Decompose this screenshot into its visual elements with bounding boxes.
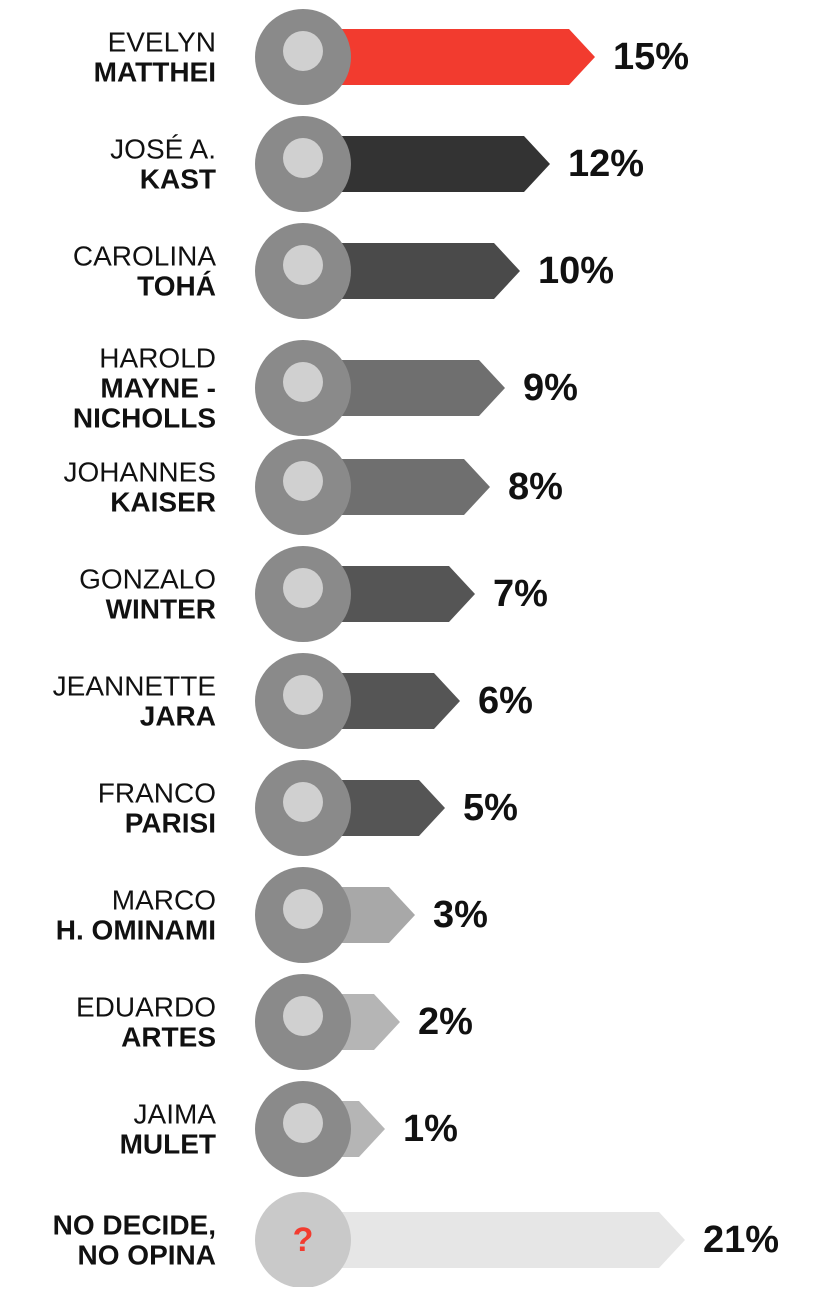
- first-name: JAIMA: [134, 1098, 217, 1129]
- photo-face: [283, 996, 323, 1036]
- value-label: 2%: [418, 1001, 473, 1043]
- first-name: GONZALO: [79, 563, 216, 594]
- last-name: PARISI: [125, 807, 216, 838]
- first-name: JEANNETTE: [53, 670, 216, 701]
- first-name: CAROLINA: [73, 240, 216, 271]
- last-name: MATTHEI: [94, 56, 216, 87]
- chart: 15% EVELYNMATTHEI 12% JOSÉ A.KAST 10% CAROLIN…: [0, 0, 816, 1287]
- value-label: 5%: [463, 787, 518, 829]
- photo-face: [283, 889, 323, 929]
- last-name: KAISER: [110, 486, 216, 517]
- last-name: WINTER: [106, 593, 216, 624]
- first-name: JOSÉ A.: [110, 133, 216, 164]
- photo-face: [283, 1103, 323, 1143]
- value-label: 3%: [433, 894, 488, 936]
- value-label: 15%: [613, 36, 689, 78]
- last-name: MULET: [120, 1128, 216, 1159]
- first-name: HAROLD: [99, 342, 216, 373]
- value-label: 21%: [703, 1219, 779, 1261]
- last-name: NO DECIDE,: [53, 1209, 216, 1240]
- last-name: NO OPINA: [78, 1239, 216, 1270]
- unknown-mark: ?: [293, 1221, 314, 1259]
- value-label: 12%: [568, 143, 644, 185]
- photo-face: [283, 782, 323, 822]
- value-label: 9%: [523, 367, 578, 409]
- value-label: 8%: [508, 466, 563, 508]
- first-name: FRANCO: [98, 777, 216, 808]
- photo-face: [283, 461, 323, 501]
- value-label: 6%: [478, 680, 533, 722]
- last-name: JARA: [140, 700, 216, 731]
- photo-face: [283, 31, 323, 71]
- photo-face: [283, 362, 323, 402]
- first-name: EVELYN: [108, 26, 216, 57]
- value-label: 10%: [538, 250, 614, 292]
- first-name: JOHANNES: [64, 456, 216, 487]
- last-name: MAYNE -: [100, 372, 216, 403]
- value-label: 7%: [493, 573, 548, 615]
- photo-face: [283, 568, 323, 608]
- last-name: H. OMINAMI: [56, 914, 216, 945]
- bar: [305, 1212, 685, 1268]
- photo-face: [283, 675, 323, 715]
- photo-face: [283, 245, 323, 285]
- photo-face: [283, 138, 323, 178]
- last-name: KAST: [140, 163, 216, 194]
- first-name: MARCO: [112, 884, 216, 915]
- value-label: 1%: [403, 1108, 458, 1150]
- last-name: TOHÁ: [137, 270, 216, 301]
- first-name: EDUARDO: [76, 991, 216, 1022]
- last-name: NICHOLLS: [73, 402, 216, 433]
- last-name: ARTES: [121, 1021, 216, 1052]
